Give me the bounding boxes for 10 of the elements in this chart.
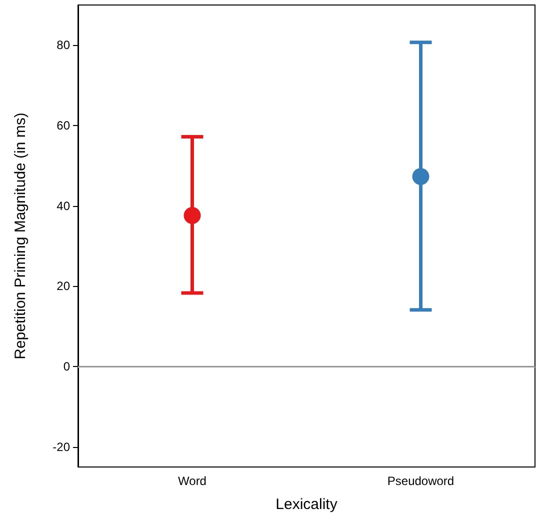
x-tick-label: Pseudoword [387,474,454,488]
y-tick-label: 0 [63,360,70,374]
x-axis-title: Lexicality [276,496,338,513]
y-tick-label: 80 [56,38,70,52]
y-tick-label: 20 [56,279,70,294]
y-tick-label: 60 [56,118,70,133]
y-axis-title: Repetition Priming Magnitude (in ms) [12,112,29,360]
y-tick-label: 40 [56,198,70,213]
y-tick-label: -20 [52,440,70,454]
x-tick-label: Word [178,474,206,488]
